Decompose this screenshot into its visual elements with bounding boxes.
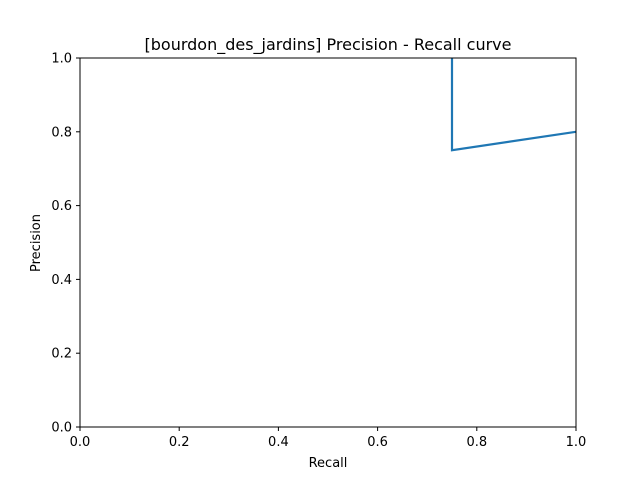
x-tick-label: 0.4	[268, 435, 289, 450]
x-tick-label: 1.0	[566, 435, 587, 450]
y-tick-label: 0.6	[51, 199, 72, 214]
y-tick-label: 0.2	[51, 347, 72, 362]
y-tick-label: 1.0	[51, 52, 72, 67]
series-line-0	[450, 58, 576, 152]
plot-area: 0.0 0.2 0.4 0.6 0.8 1.0 0.0 0.2 0.4 0.6 0.8 1.0	[51, 52, 586, 451]
y-tick-label: 0.4	[51, 273, 72, 288]
x-tick-label: 0.0	[70, 435, 91, 450]
x-tick-label: 0.8	[466, 435, 487, 450]
chart-title: [bourdon_des_jardins] Precision - Recall…	[145, 35, 512, 55]
x-tick-label: 0.2	[169, 435, 190, 450]
x-tick-label: 0.6	[367, 435, 388, 450]
y-axis-label: Precision	[29, 214, 44, 272]
y-tick-label: 0.0	[51, 421, 72, 436]
axes-frame	[79, 57, 577, 428]
y-tick-label: 0.8	[51, 125, 72, 140]
x-axis-label: Recall	[309, 456, 348, 471]
